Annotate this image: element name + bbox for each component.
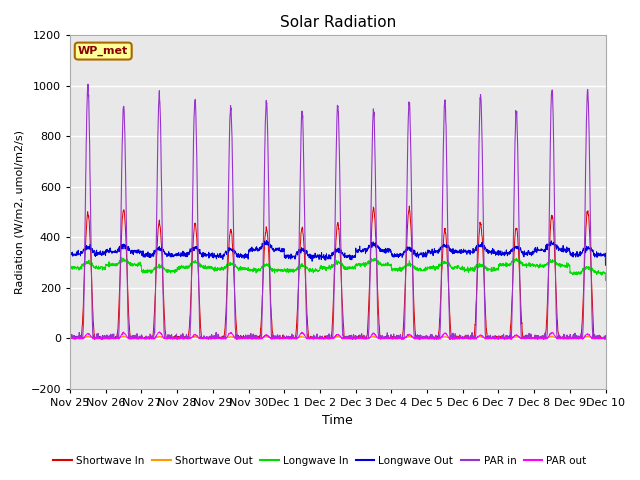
Longwave Out [262, 238, 270, 243]
PAR in [216, 336, 223, 341]
Shortwave Out [365, 335, 372, 341]
Longwave Out [365, 244, 372, 250]
Longwave Out [216, 253, 223, 259]
PAR in [554, 334, 562, 340]
Line: Shortwave Out: Shortwave Out [70, 336, 605, 338]
Line: Longwave Out: Longwave Out [70, 240, 605, 265]
PAR out [570, 336, 577, 342]
Shortwave In [406, 203, 413, 209]
Longwave Out [554, 248, 562, 253]
PAR in [365, 325, 372, 331]
Longwave In [365, 261, 372, 266]
Longwave In [67, 265, 74, 271]
PAR out [216, 336, 224, 341]
PAR out [555, 336, 563, 341]
Line: PAR out: PAR out [70, 332, 605, 340]
Longwave Out [353, 249, 361, 255]
Y-axis label: Radiation (W/m2, umol/m2/s): Radiation (W/m2, umol/m2/s) [15, 130, 25, 294]
PAR out [365, 335, 373, 341]
Shortwave In [67, 336, 74, 341]
Longwave In [570, 272, 577, 277]
Shortwave In [365, 305, 372, 311]
PAR out [67, 335, 74, 341]
Line: Shortwave In: Shortwave In [70, 206, 605, 338]
Shortwave In [602, 336, 609, 341]
PAR out [98, 337, 106, 343]
Shortwave Out [493, 335, 501, 341]
Longwave In [493, 266, 501, 272]
Shortwave Out [216, 336, 223, 341]
Line: Longwave In: Longwave In [70, 257, 605, 280]
PAR in [67, 336, 74, 341]
Legend: Shortwave In, Shortwave Out, Longwave In, Longwave Out, PAR in, PAR out: Shortwave In, Shortwave Out, Longwave In… [49, 452, 591, 470]
Shortwave Out [554, 336, 562, 341]
Shortwave Out [602, 335, 609, 341]
PAR in [602, 336, 609, 341]
Shortwave Out [548, 333, 556, 339]
Longwave In [216, 265, 223, 271]
Shortwave In [554, 331, 562, 336]
PAR out [602, 336, 609, 341]
Shortwave Out [353, 336, 361, 341]
PAR out [156, 329, 163, 335]
Shortwave In [570, 335, 577, 340]
Longwave Out [570, 254, 577, 260]
Shortwave Out [67, 336, 74, 341]
Longwave Out [602, 263, 609, 268]
PAR in [84, 81, 92, 87]
PAR in [493, 336, 501, 341]
Shortwave In [353, 336, 361, 341]
Line: PAR in: PAR in [70, 84, 605, 338]
Text: WP_met: WP_met [78, 46, 129, 56]
Longwave In [554, 263, 562, 269]
Longwave In [118, 254, 125, 260]
Shortwave In [493, 336, 501, 341]
Longwave In [602, 277, 609, 283]
Longwave In [353, 262, 361, 268]
Shortwave Out [570, 336, 577, 341]
Longwave Out [67, 251, 74, 257]
PAR out [494, 336, 502, 342]
X-axis label: Time: Time [323, 414, 353, 427]
Title: Solar Radiation: Solar Radiation [280, 15, 396, 30]
PAR in [570, 332, 577, 338]
PAR in [353, 334, 361, 339]
Longwave Out [493, 251, 501, 256]
PAR out [354, 335, 362, 341]
Shortwave In [216, 335, 223, 340]
